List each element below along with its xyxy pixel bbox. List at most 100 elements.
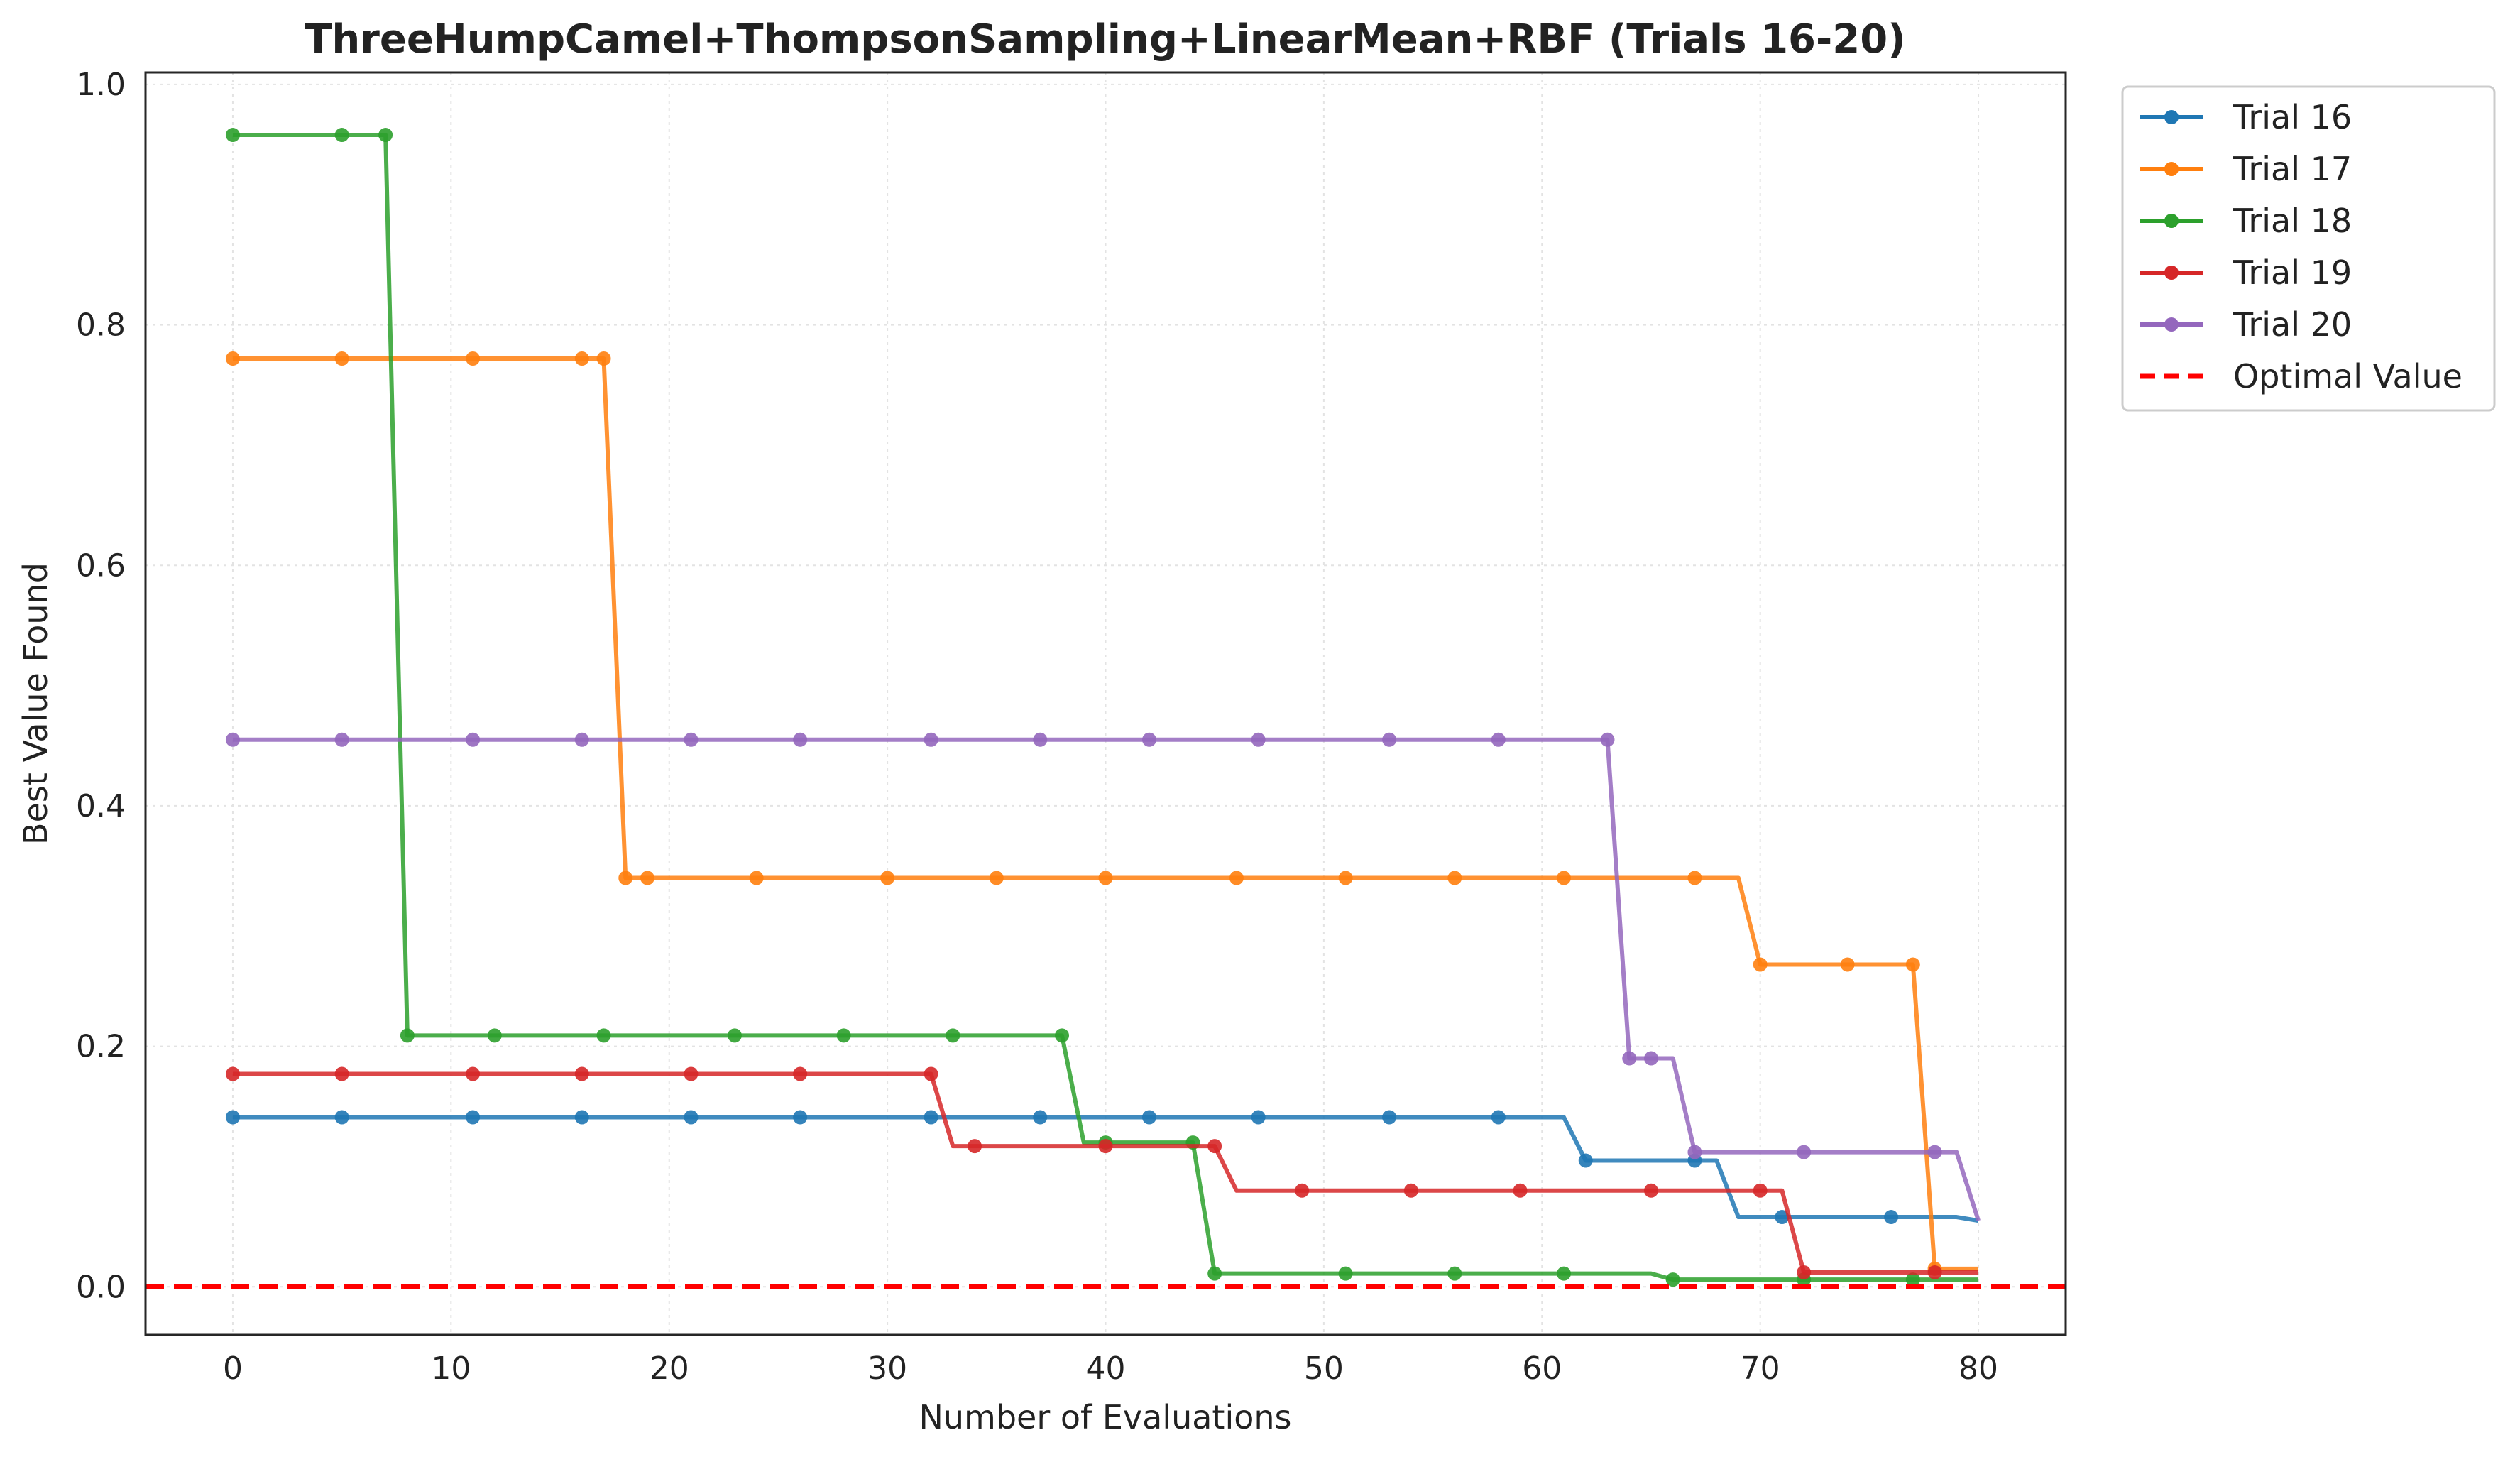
data-point [1927,1265,1942,1279]
data-point [1905,957,1920,972]
data-point [1098,1139,1113,1154]
data-point [1643,1051,1658,1066]
data-point [225,128,240,143]
data-point [1338,1266,1353,1281]
data-point [1382,732,1397,747]
series-3 [225,128,1979,1287]
legend-swatch-marker [2164,214,2179,228]
x-tick-label: 60 [1522,1350,1562,1387]
x-tick-label: 0 [223,1350,243,1387]
data-point [596,1028,611,1043]
data-point [1382,1110,1397,1125]
data-point [1447,1266,1462,1281]
series-line [232,133,1979,1282]
data-point [1141,732,1156,747]
data-point [1207,1266,1222,1281]
legend-entry: Trial 17 [2140,150,2352,188]
data-point [684,1110,699,1125]
data-point [334,1066,349,1081]
data-point [1905,1272,1920,1287]
legend-label: Trial 16 [2233,98,2352,136]
data-point [946,1028,960,1043]
data-point [1557,1266,1572,1281]
legend-entry: Trial 16 [2140,98,2352,136]
data-point [1600,732,1615,747]
legend-swatch-marker [2164,162,2179,176]
data-point [334,1110,349,1125]
data-point [924,1110,938,1125]
x-axis-title: Number of Evaluations [919,1398,1291,1436]
data-point [793,1110,808,1125]
legend-entries: Trial 16 Trial 17 Trial 18 Trial 19 Trial 20… [2140,98,2463,395]
data-point [793,1066,808,1081]
data-point [1687,871,1702,885]
legend: Trial 16 Trial 17 Trial 18 Trial 19 Trial 20… [2121,85,2496,412]
data-point [924,732,938,747]
data-point [793,732,808,747]
data-point [1098,871,1113,885]
legend-entry: Trial 19 [2140,253,2352,292]
y-tick-label: 0.8 [76,307,126,344]
data-point [574,732,589,747]
data-point [684,1066,699,1081]
data-point [466,1110,481,1125]
data-point [574,351,589,366]
data-point [1840,957,1855,972]
series-5 [225,732,1981,1222]
legend-swatch-marker [2164,266,2179,280]
data-point [1775,1210,1790,1225]
data-point [225,1066,240,1081]
data-point [334,732,349,747]
series-4 [225,1066,1979,1279]
y-tick-label: 0.2 [76,1029,126,1065]
data-point [1557,871,1572,885]
data-point [618,871,633,885]
data-point [1927,1145,1942,1159]
data-point [466,732,481,747]
data-point [466,1066,481,1081]
y-tick-label: 0.4 [76,788,126,824]
data-point [1884,1210,1899,1225]
data-point [1753,957,1768,972]
data-point [1665,1272,1680,1287]
data-point [1797,1265,1812,1279]
series-1 [225,1110,1979,1225]
plot-frame [144,71,2067,1336]
data-point [596,351,611,366]
data-point [400,1028,415,1043]
y-tick-label: 0.6 [76,547,126,584]
data-point [1687,1145,1702,1159]
axis-ticks: 0 10 20 30 40 50 60 70 80 0.0 0.2 0.4 0.6 0.8 1.0 [76,67,1998,1387]
data-point [1753,1183,1768,1198]
legend-label: Trial 19 [2233,253,2352,292]
data-point [924,1066,938,1081]
data-point [1207,1139,1222,1154]
data-point [1622,1051,1637,1066]
chart-title: ThreeHumpCamel+ThompsonSampling+LinearMe… [305,16,1906,62]
data-point [1251,732,1266,747]
data-point [1447,871,1462,885]
data-point [1338,871,1353,885]
data-point [487,1028,502,1043]
legend-entry: Trial 18 [2140,202,2352,240]
x-tick-label: 20 [650,1350,689,1387]
legend-swatch-marker [2164,110,2179,124]
legend-box [2121,85,2496,412]
data-point [1403,1183,1418,1198]
data-point [574,1066,589,1081]
y-tick-label: 0.0 [76,1269,126,1305]
data-point [574,1110,589,1125]
x-tick-label: 70 [1741,1350,1780,1387]
data-point [225,1110,240,1125]
data-point [1055,1028,1070,1043]
data-point [1251,1110,1266,1125]
y-axis-title: Best Value Found [16,562,55,845]
x-tick-label: 40 [1086,1350,1126,1387]
data-point [1229,871,1244,885]
data-point [1033,1110,1048,1125]
data-point [334,351,349,366]
data-point [1797,1145,1812,1159]
x-tick-label: 30 [867,1350,907,1387]
data-point [989,871,1004,885]
